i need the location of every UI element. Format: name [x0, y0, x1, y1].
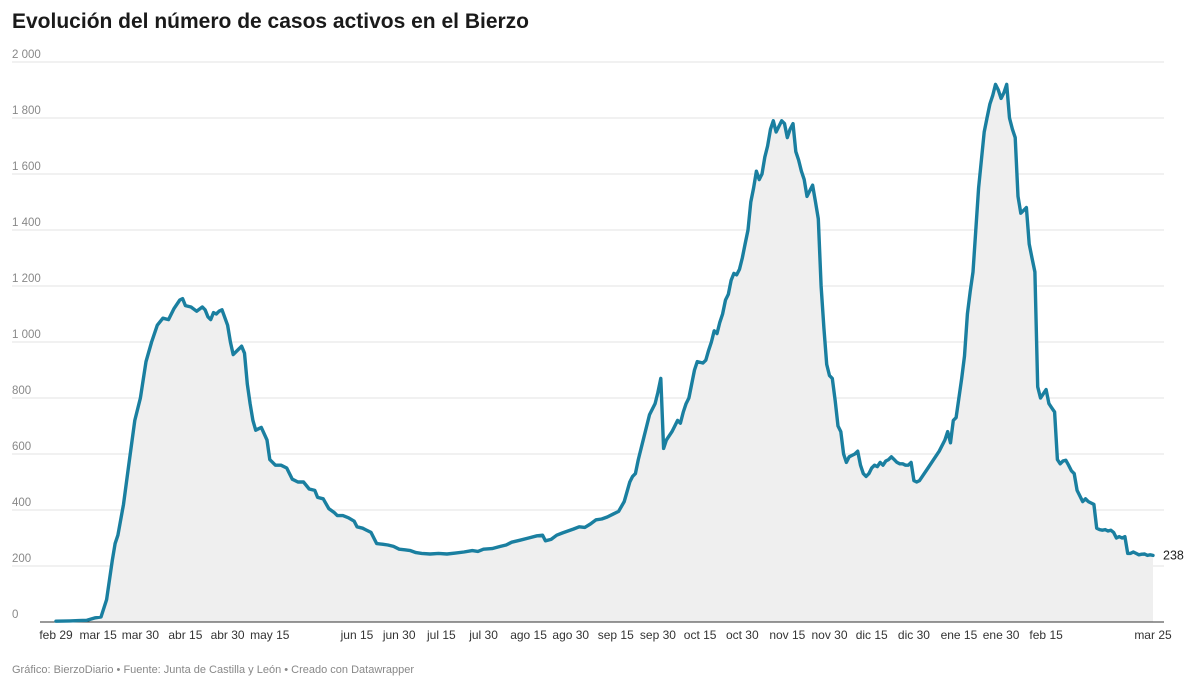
x-tick-label: ene 15 [941, 628, 978, 642]
x-tick-label: jul 15 [426, 628, 456, 642]
x-tick-label: mar 25 [1134, 628, 1172, 642]
y-tick-label: 0 [12, 609, 18, 621]
x-tick-label: jul 30 [468, 628, 498, 642]
x-tick-label: mar 15 [80, 628, 118, 642]
x-tick-label: sep 15 [598, 628, 634, 642]
x-tick-label: ene 30 [983, 628, 1020, 642]
footer-credits: Gráfico: BierzoDiario • Fuente: Junta de… [12, 664, 415, 676]
x-tick-label: jun 15 [340, 628, 374, 642]
x-tick-label: nov 30 [812, 628, 848, 642]
y-tick-labels: 0 200 400 600 800 1 000 1 200 1 400 1 600 1 800 2 … [12, 49, 41, 621]
x-tick-label: feb 29 [39, 628, 73, 642]
y-tick-label: 1 600 [12, 161, 41, 173]
x-tick-label: dic 15 [856, 628, 888, 642]
x-tick-label: feb 15 [1029, 628, 1063, 642]
x-tick-label: nov 15 [769, 628, 805, 642]
x-tick-label: ago 15 [510, 628, 547, 642]
y-tick-label: 1 000 [12, 329, 41, 341]
y-tick-label: 1 400 [12, 217, 41, 229]
x-tick-label: oct 15 [684, 628, 717, 642]
y-tick-label: 200 [12, 553, 31, 565]
x-tick-label: sep 30 [640, 628, 676, 642]
x-tick-label: dic 30 [898, 628, 930, 642]
y-tick-label: 800 [12, 385, 31, 397]
y-tick-label: 1 200 [12, 273, 41, 285]
x-tick-label: abr 30 [211, 628, 245, 642]
y-tick-label: 1 800 [12, 105, 41, 117]
series-line [54, 82, 1155, 623]
end-value-label: 238 [1163, 548, 1184, 562]
y-tick-label: 400 [12, 497, 31, 509]
x-tick-label: jun 30 [382, 628, 416, 642]
chart-title: Evolución del número de casos activos en… [12, 10, 529, 33]
y-tick-label: 2 000 [12, 49, 41, 61]
x-tick-labels: feb 29 mar 15 mar 30 abr 15 abr 30 may 15 jun … [39, 628, 1172, 642]
x-tick-label: ago 30 [552, 628, 589, 642]
x-tick-label: may 15 [250, 628, 290, 642]
x-tick-label: oct 30 [726, 628, 759, 642]
x-tick-label: abr 15 [168, 628, 202, 642]
area-fill [56, 84, 1153, 622]
y-tick-label: 600 [12, 441, 31, 453]
x-tick-label: mar 30 [122, 628, 160, 642]
